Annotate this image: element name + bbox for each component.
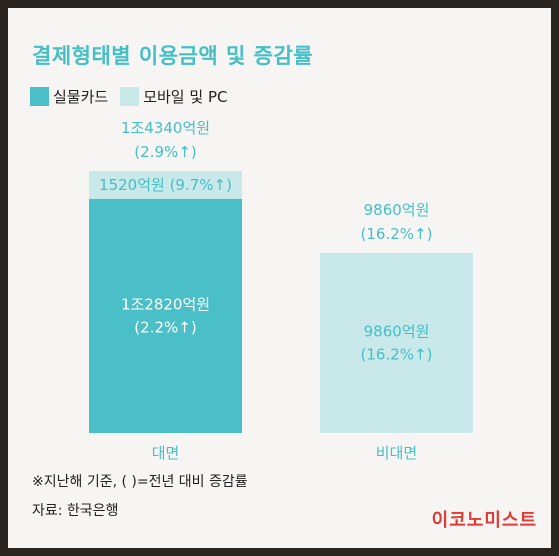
legend-swatch-physical-card <box>30 87 49 106</box>
segment-label-2-1: (16.2%↑) <box>361 345 433 363</box>
category-label-1: 비대면 <box>376 444 417 462</box>
footnote-note: ※지난해 기준, ( )=전년 대비 증감률 <box>32 474 248 490</box>
publisher-logo: 이코노미스트 <box>431 510 537 531</box>
stacked-bar-chart: 대면 비대면 1조2820억원 (2.2%↑) 1520억원 (9.7%↑) 9860억원… <box>89 119 473 462</box>
legend-swatch-mobile-pc <box>120 87 140 106</box>
legend: 실물카드 모바일 및 PC <box>30 86 239 107</box>
total-label-0-1: (2.9%↑) <box>134 143 196 161</box>
total-label-1-1: (16.2%↑) <box>361 225 433 243</box>
segment-label-0-0: 1조2820억원 <box>121 295 210 313</box>
legend-item-mobile-pc: 모바일 및 PC <box>120 86 227 107</box>
bar-1-1 <box>320 252 473 433</box>
segment-label-1-0: 1520억원 (9.7%↑) <box>99 176 232 194</box>
bar-0-0 <box>89 198 242 433</box>
total-label-0-0: 1조4340억원 <box>121 119 210 137</box>
segment-label-0-1: (2.2%↑) <box>134 318 196 336</box>
chart-title: 결제형태별 이용금액 및 증감률 <box>32 44 314 68</box>
legend-item-physical-card: 실물카드 <box>30 86 108 107</box>
bar-0-1 <box>89 171 242 199</box>
chart-card: 결제형태별 이용금액 및 증감률 실물카드 모바일 및 PC 대면 비대면 1조28… <box>8 8 551 548</box>
legend-label-physical-card: 실물카드 <box>53 88 109 106</box>
legend-label-mobile-pc: 모바일 및 PC <box>143 88 228 106</box>
category-label-0: 대면 <box>152 444 180 462</box>
footnote-source: 자료: 한국은행 <box>32 503 119 519</box>
segment-label-2-0: 9860억원 <box>364 322 430 340</box>
total-label-1-0: 9860억원 <box>364 201 430 219</box>
